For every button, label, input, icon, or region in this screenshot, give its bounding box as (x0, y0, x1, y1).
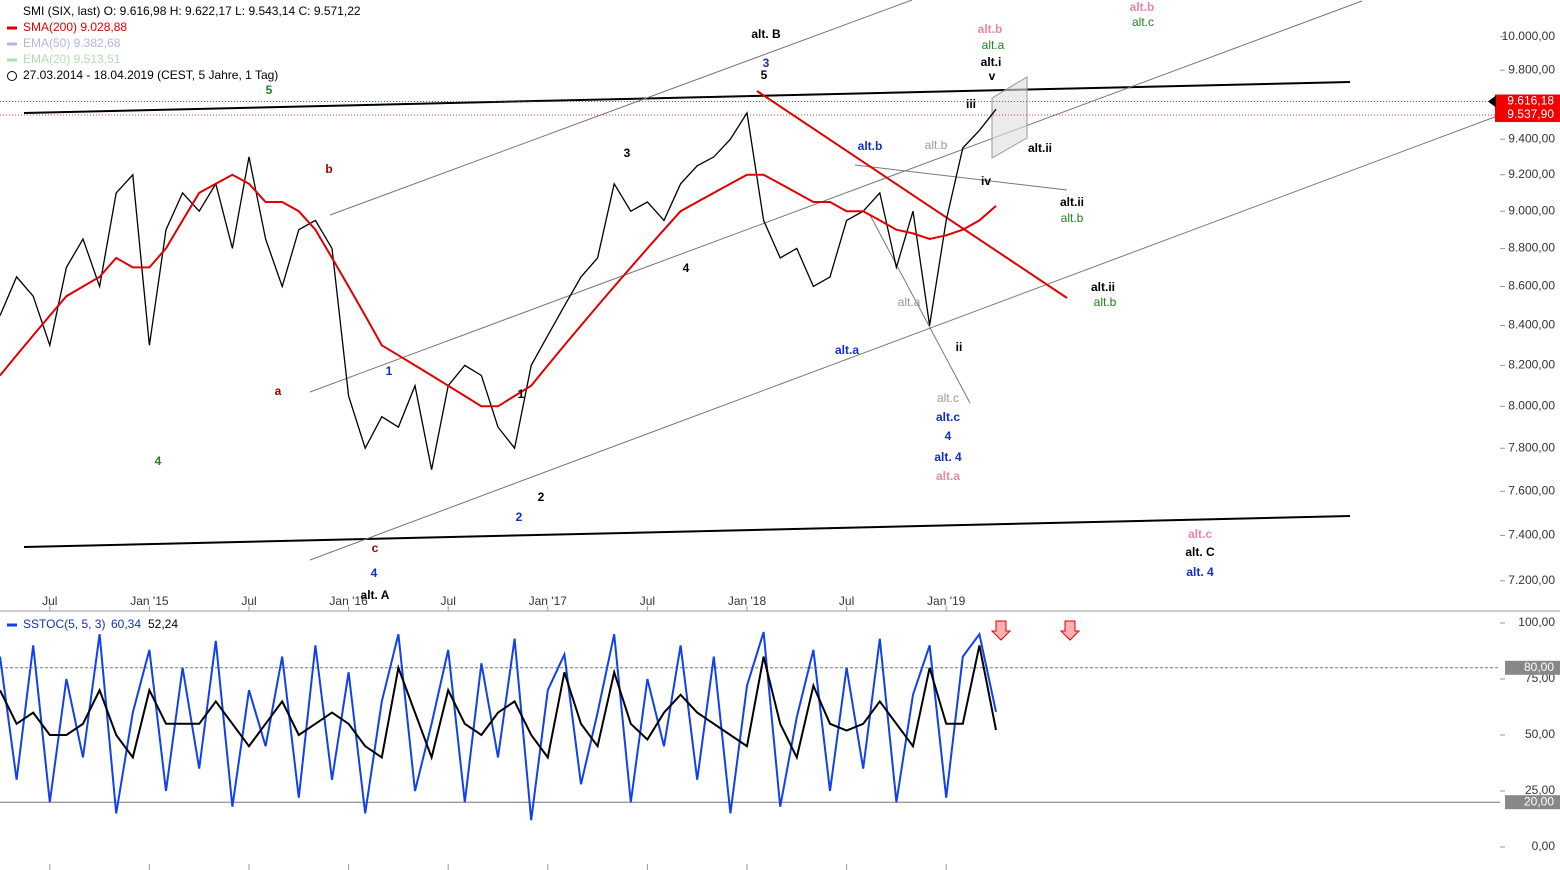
y-tick-label: 8.000,00 (1508, 398, 1555, 412)
y-tick-label: 9.200,00 (1508, 167, 1555, 181)
header-text: EMA(20) 9.513,51 (23, 52, 121, 66)
wave-label: alt.a (982, 38, 1005, 52)
header-text: SMI (SIX, last) O: 9.616,98 H: 9.622,17 … (23, 4, 361, 18)
wave-label: iv (981, 174, 991, 188)
y-tick-label: 7.200,00 (1508, 573, 1555, 587)
signal-arrow (990, 620, 1012, 641)
oscillator-legend: SSTOC(5, 5, 3) (23, 617, 105, 631)
x-tick-label: Jan '15 (130, 594, 169, 608)
price-marker-label: 9.616,18 (1507, 94, 1554, 108)
oscillator-legend: 60,34 (111, 617, 141, 631)
wave-label: alt.a (898, 295, 921, 309)
y-tick-label: 7.800,00 (1508, 440, 1555, 454)
wave-label: alt. 4 (934, 450, 962, 464)
wave-label: alt.a (936, 469, 960, 483)
y-tick-label: 8.200,00 (1508, 358, 1555, 372)
wave-label: alt.c (1188, 527, 1212, 541)
y-tick-label: 0,00 (1532, 839, 1556, 853)
price-marker-box (1495, 108, 1560, 123)
header-text: SMA(200) 9.028,88 (23, 20, 127, 34)
wave-label: v (989, 69, 996, 83)
wave-label: 5 (761, 68, 768, 82)
x-tick-label: Jan '18 (728, 594, 767, 608)
level-box (1505, 660, 1560, 675)
signal-arrow (1059, 620, 1081, 641)
header-text: 27.03.2014 - 18.04.2019 (CEST, 5 Jahre, … (23, 68, 278, 82)
y-tick-label: 8.800,00 (1508, 241, 1555, 255)
level-label: 80,00 (1524, 660, 1554, 674)
y-tick-label: 8.400,00 (1508, 318, 1555, 332)
wave-label: alt. 4 (1186, 565, 1214, 579)
wave-label: 4 (945, 429, 952, 443)
level-label: 20,00 (1524, 794, 1554, 808)
wave-label: 1 (518, 387, 525, 401)
wave-label: alt.i (981, 55, 1002, 69)
x-tick-label: Jul (839, 594, 854, 608)
oscillator-line (0, 645, 997, 761)
wave-label: alt.b (978, 22, 1003, 36)
wave-label: b (325, 162, 332, 176)
wave-label: alt.b (858, 139, 883, 153)
x-tick-label: Jan '16 (329, 594, 368, 608)
wave-label: alt.ii (1028, 141, 1052, 155)
x-tick-label: Jul (241, 594, 256, 608)
level-box (1505, 795, 1560, 810)
wave-label: alt.c (937, 391, 959, 405)
y-tick-label: 7.600,00 (1508, 483, 1555, 497)
y-tick-label: 10.000,00 (1502, 29, 1556, 43)
wave-label: 5 (266, 83, 273, 97)
wave-label: c (372, 541, 379, 555)
sma-line (0, 173, 997, 408)
y-tick-label: 50,00 (1525, 727, 1555, 741)
wave-label: alt.b (1094, 295, 1117, 309)
wave-label: alt. A (361, 588, 390, 602)
wave-label: alt.b (1130, 0, 1155, 14)
y-tick-label: 100,00 (1518, 615, 1555, 629)
y-tick-label: 9.800,00 (1508, 62, 1555, 76)
wave-label: 2 (538, 490, 545, 504)
wave-label: alt.c (1132, 15, 1154, 29)
y-tick-label: 7.400,00 (1508, 528, 1555, 542)
price-marker-label: 9.537,90 (1507, 107, 1554, 121)
y-tick-label: 9.400,00 (1508, 131, 1555, 145)
clock-icon (7, 71, 17, 81)
wave-label: a (275, 384, 282, 398)
wave-label: alt.a (835, 343, 859, 357)
x-tick-label: Jul (640, 594, 655, 608)
wave-label: alt. C (1185, 545, 1215, 559)
x-tick-label: Jan '17 (529, 594, 568, 608)
wave-label: alt.b (925, 138, 948, 152)
price-marker-arrow (1488, 95, 1496, 108)
price-line (0, 108, 997, 470)
wave-label: alt.ii (1060, 195, 1084, 209)
wave-label: 2 (516, 510, 523, 524)
trend-lines (23, 0, 1501, 561)
wave-label: 3 (624, 146, 631, 160)
x-tick-label: Jan '19 (927, 594, 966, 608)
wave-label: 1 (386, 364, 393, 378)
header-text: EMA(50) 9.382,68 (23, 36, 121, 50)
wave-label: 4 (371, 566, 378, 580)
wave-label: ii (956, 340, 963, 354)
wave-label: 4 (683, 261, 690, 275)
wave-label: 3 (763, 56, 770, 70)
y-tick-label: 25,00 (1525, 783, 1555, 797)
wave-label: alt.c (936, 410, 960, 424)
wave-label: 4 (155, 454, 162, 468)
wave-label: alt.b (1061, 211, 1084, 225)
wave-label: alt.ii (1091, 280, 1115, 294)
y-tick-label: 9.000,00 (1508, 203, 1555, 217)
y-tick-label: 8.600,00 (1508, 279, 1555, 293)
oscillator-line (0, 631, 997, 821)
wave-label: iii (966, 97, 976, 111)
x-tick-label: Jul (42, 594, 57, 608)
x-tick-label: Jul (441, 594, 456, 608)
wave-label: alt. B (751, 27, 781, 41)
oscillator-legend: 52,24 (148, 617, 178, 631)
price-marker-box (1495, 94, 1560, 109)
